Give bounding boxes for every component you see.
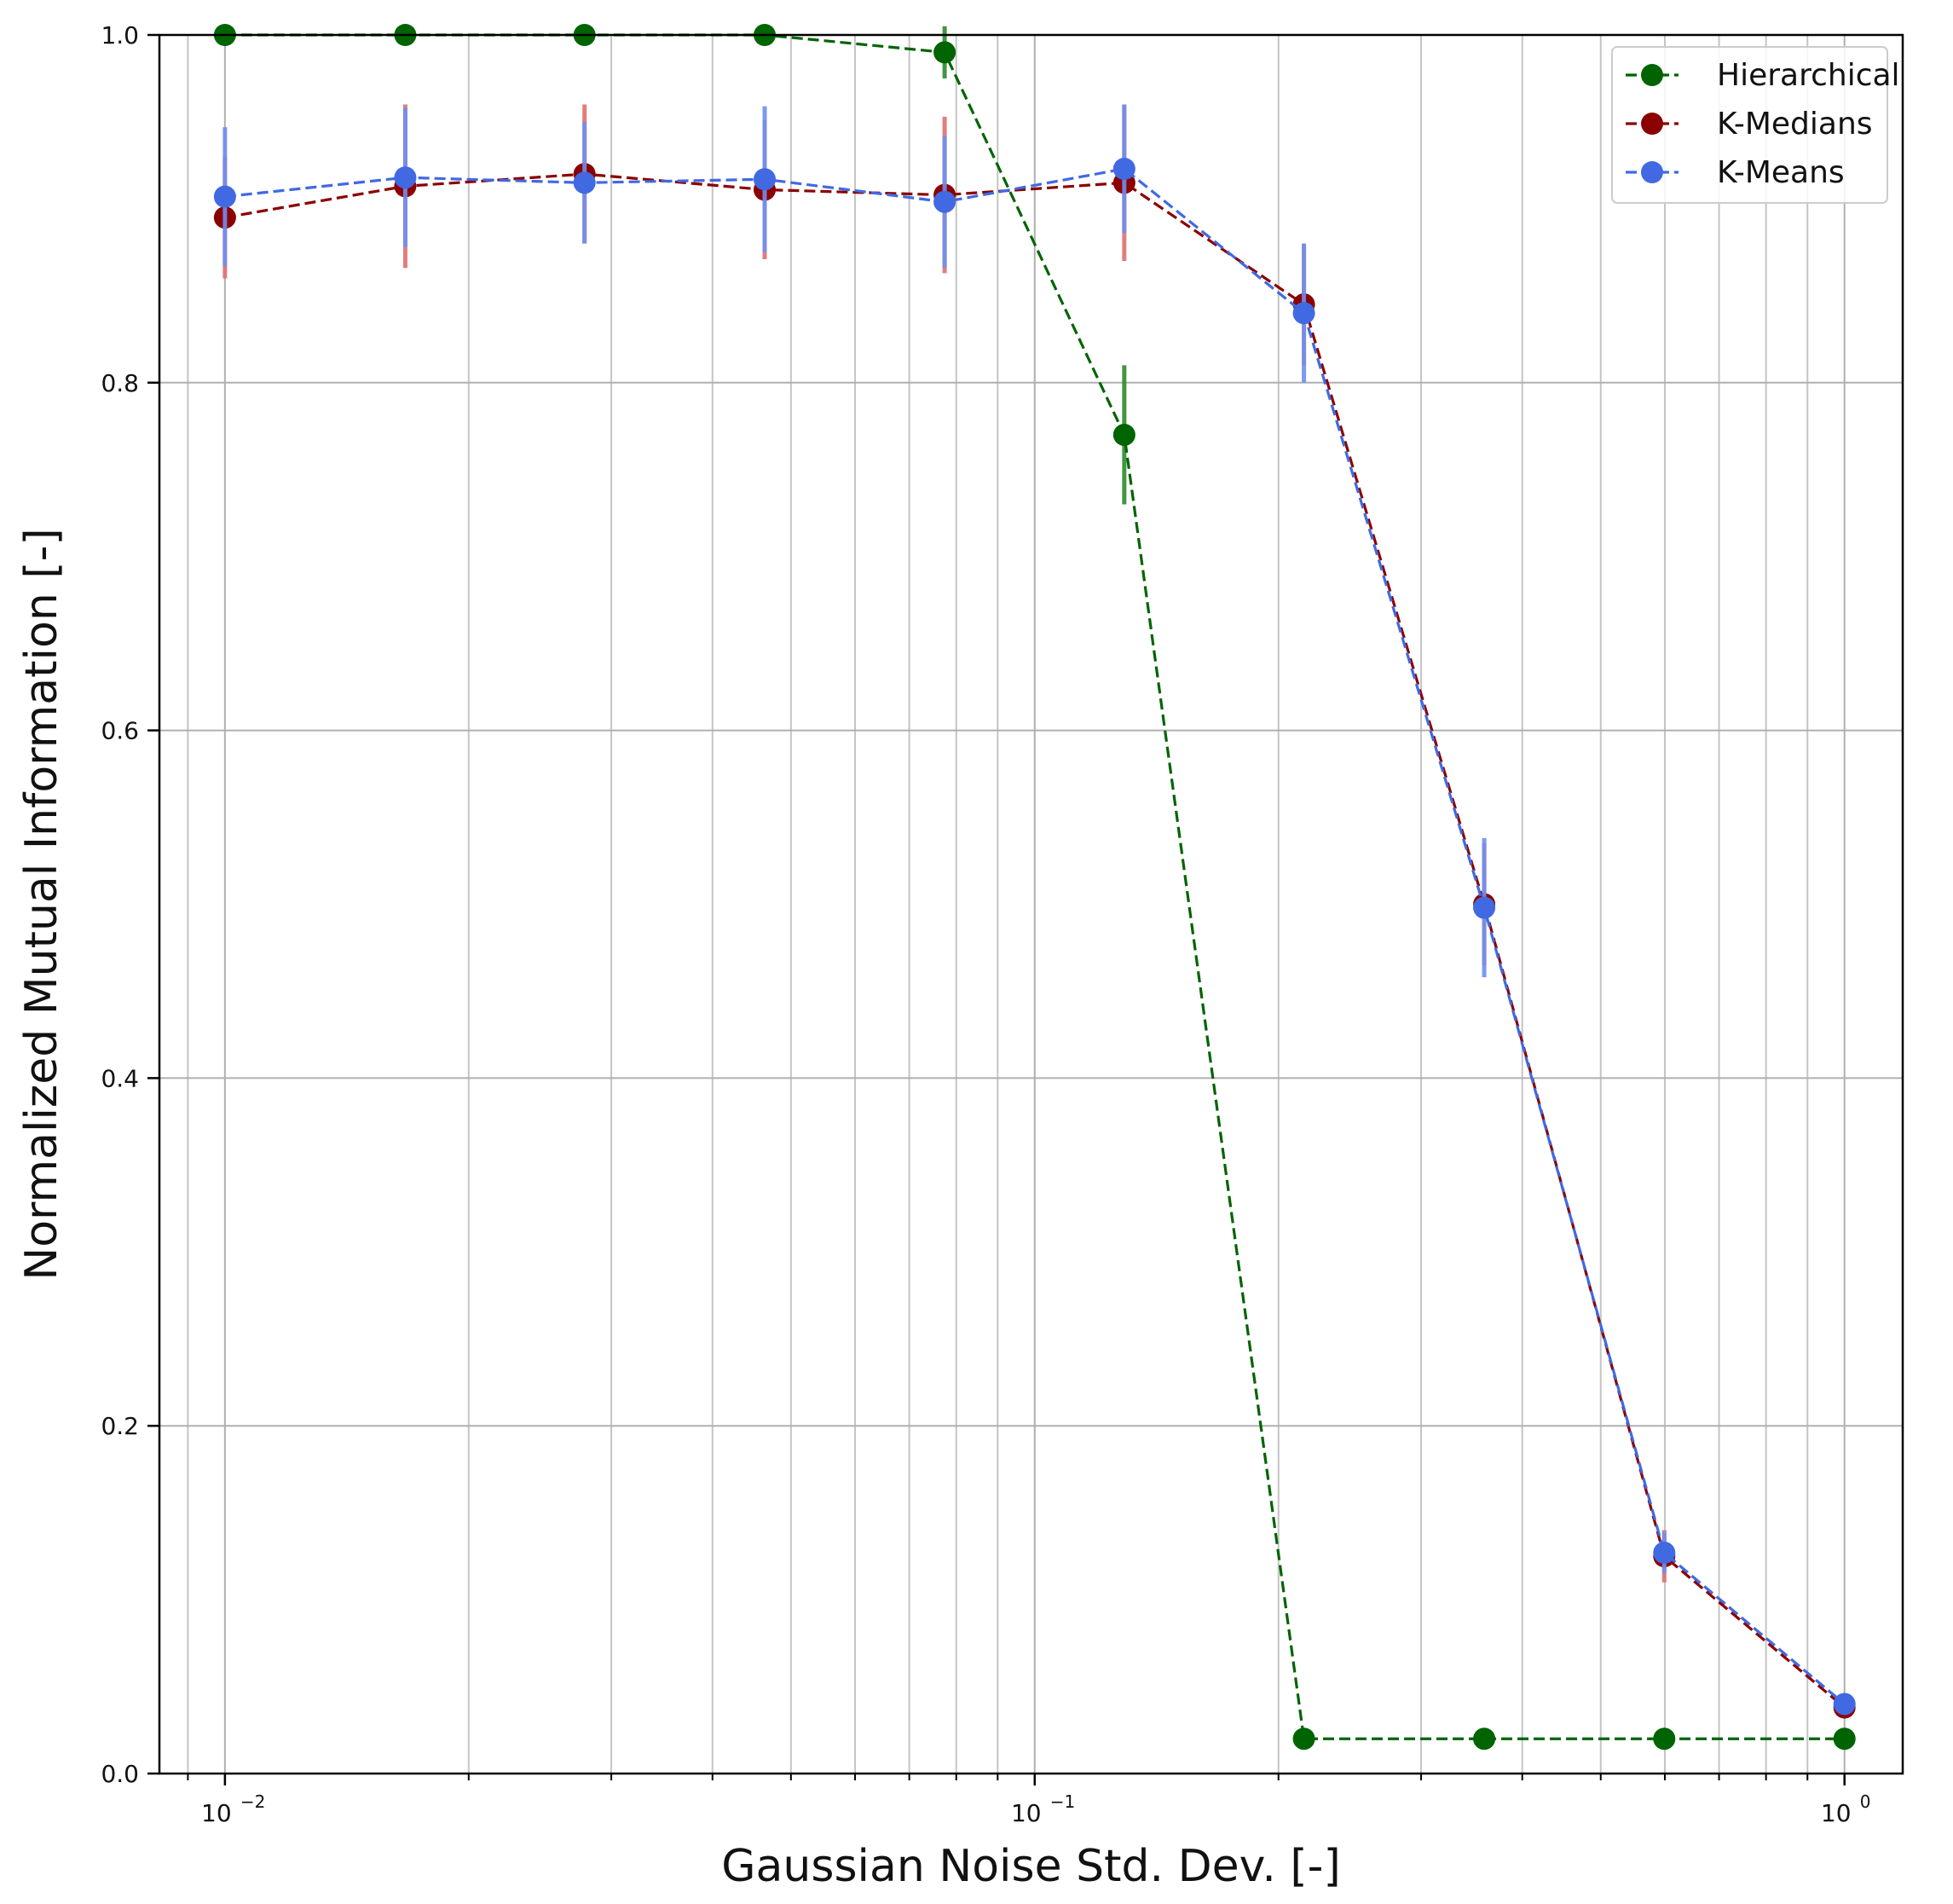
x-tick-label: 10 [1821, 1799, 1852, 1827]
y-tick-label: 0.8 [101, 369, 139, 397]
data-point [1112, 423, 1135, 446]
data-point [1653, 1727, 1676, 1751]
data-point [933, 41, 956, 64]
legend-label: Hierarchical [1717, 58, 1900, 93]
x-axis-label: Gaussian Noise Std. Dev. [-] [721, 1841, 1341, 1892]
axes-frame [158, 33, 1904, 1775]
grid [159, 34, 1903, 1774]
data-point [1833, 1693, 1856, 1716]
y-tick-label: 1.0 [101, 21, 139, 49]
legend: Hierarchical K-Medians K-Means [1611, 46, 1900, 204]
data-point [213, 185, 236, 208]
y-tick-label: 0.4 [101, 1064, 139, 1092]
data-point [394, 166, 417, 189]
legend-marker [1641, 113, 1663, 135]
data-point [754, 168, 777, 191]
series-line [224, 167, 1846, 1705]
data-point [1473, 896, 1496, 919]
series-k-means [213, 104, 1856, 1716]
y-tick-label: 0.2 [101, 1412, 139, 1440]
legend-label: K-Means [1717, 155, 1845, 190]
x-tick-label: 10 [1011, 1799, 1042, 1827]
legend-box [1611, 46, 1888, 204]
data-point [1833, 1727, 1856, 1751]
data-point [1112, 158, 1135, 181]
legend-marker [1641, 161, 1663, 183]
legend-label: K-Medians [1717, 107, 1873, 142]
y-tick-label: 0.6 [101, 717, 139, 745]
x-tick-exponent: −1 [1050, 1791, 1075, 1812]
y-axis-label: Normalized Mutual Information [-] [16, 528, 67, 1280]
data-point [1292, 302, 1315, 325]
axis-ticks: 10 −2 10 −1 10 0 0.0 0.2 0.4 0.6 0.8 1.0 [101, 21, 1870, 1827]
data-point [1653, 1542, 1676, 1565]
data-point [1292, 1727, 1315, 1751]
x-tick-exponent: −2 [240, 1791, 265, 1812]
y-tick-label: 0.0 [101, 1760, 139, 1788]
plot-area [213, 24, 1856, 1751]
x-tick-label: 10 [201, 1799, 232, 1827]
legend-marker [1641, 64, 1663, 86]
series-line [224, 172, 1846, 1709]
data-point [1473, 1727, 1496, 1751]
data-point [573, 171, 596, 194]
x-tick-exponent: 0 [1860, 1791, 1871, 1812]
data-point [933, 190, 956, 213]
